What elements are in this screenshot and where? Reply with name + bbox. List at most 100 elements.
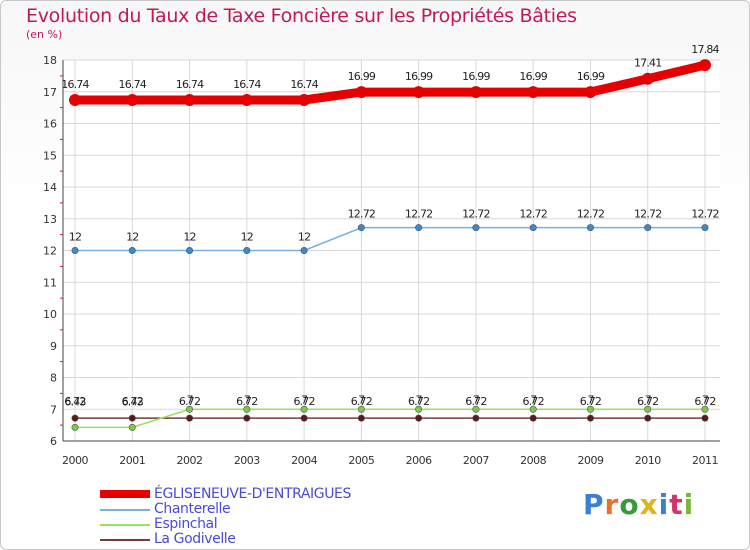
y-tick-label: 7 — [50, 403, 57, 416]
data-label: 17.41 — [634, 57, 662, 70]
legend-item: La Godivelle — [100, 531, 420, 547]
data-label: 7 — [301, 393, 308, 406]
data-label: 16.99 — [462, 70, 490, 83]
data-point — [699, 59, 711, 72]
x-tick-label: 2010 — [635, 454, 661, 467]
data-label: 16.74 — [119, 78, 147, 91]
legend: ÉGLISENEUVE-D'ENTRAIGUES Chanterelle Espin… — [100, 486, 420, 547]
data-label: 16.99 — [577, 70, 605, 83]
y-tick-label: 14 — [43, 181, 57, 194]
data-point — [300, 414, 308, 422]
data-label: 12.72 — [348, 208, 376, 221]
chart-title: Evolution du Taux de Taxe Foncière sur l… — [26, 5, 577, 27]
y-tick-label: 10 — [43, 308, 57, 321]
data-label: 7 — [587, 393, 594, 406]
data-point — [186, 414, 194, 422]
x-tick-label: 2007 — [463, 454, 489, 467]
data-label: 12 — [298, 231, 310, 244]
x-tick-label: 2008 — [520, 454, 546, 467]
data-label: 7 — [530, 393, 537, 406]
data-point — [529, 224, 537, 232]
legend-swatch — [100, 524, 150, 526]
data-point — [71, 247, 79, 255]
data-point — [300, 247, 308, 255]
x-tick-label: 2009 — [577, 454, 603, 467]
data-label: 12.72 — [577, 208, 605, 221]
data-point — [412, 86, 425, 99]
data-label: 6.43 — [64, 395, 86, 408]
data-label: 16.74 — [290, 78, 318, 91]
data-point — [586, 224, 594, 232]
data-label: 12.72 — [519, 208, 547, 221]
data-label: 7 — [473, 393, 480, 406]
logo-letter: i — [658, 488, 670, 521]
data-point — [300, 405, 308, 413]
data-label: 7 — [358, 393, 365, 406]
data-label: 6.72 — [64, 395, 85, 408]
data-label: 6.72 — [580, 395, 601, 408]
y-tick-label: 17 — [43, 86, 57, 99]
data-label: 16.99 — [348, 70, 376, 83]
data-point — [128, 423, 136, 431]
legend-item: Espinchal — [100, 516, 420, 532]
data-point — [415, 405, 423, 413]
data-point — [415, 414, 423, 422]
data-point — [527, 86, 540, 99]
legend-label: La Godivelle — [154, 531, 236, 547]
y-axis-unit: (en %) — [26, 28, 63, 41]
data-point — [126, 94, 139, 107]
data-point — [641, 72, 654, 85]
data-label: 6.72 — [523, 395, 544, 408]
data-label: 16.74 — [176, 78, 204, 91]
legend-swatch — [100, 509, 150, 511]
series-line--gliseneuve-d-entraigues — [70, 60, 710, 105]
data-label: 16.74 — [61, 78, 89, 91]
data-point — [529, 405, 537, 413]
logo-letter: o — [619, 488, 640, 521]
data-point — [186, 405, 194, 413]
data-label: 7 — [702, 393, 709, 406]
data-point — [586, 405, 594, 413]
data-point — [357, 414, 365, 422]
logo-letter: x — [639, 488, 659, 521]
data-point — [584, 86, 597, 99]
data-point — [243, 247, 251, 255]
y-tick-label: 12 — [43, 245, 57, 258]
y-tick-label: 8 — [50, 372, 57, 385]
data-label: 12.72 — [462, 208, 490, 221]
data-label: 16.74 — [233, 78, 261, 91]
data-point — [128, 414, 136, 422]
data-label: 6.72 — [637, 395, 658, 408]
data-label: 12 — [69, 231, 81, 244]
data-point — [240, 94, 253, 107]
data-label: 6.72 — [236, 395, 257, 408]
data-point — [644, 224, 652, 232]
series-line-chanterelle — [74, 226, 706, 252]
x-tick-label: 2006 — [406, 454, 432, 467]
y-tick-label: 6 — [50, 435, 57, 448]
data-point — [243, 405, 251, 413]
data-point — [298, 94, 311, 107]
data-label: 6.72 — [694, 395, 715, 408]
data-point — [357, 224, 365, 232]
data-label: 16.99 — [519, 70, 547, 83]
data-point — [415, 224, 423, 232]
proxiti-logo: Proxiti — [583, 488, 694, 521]
legend-label: Chanterelle — [154, 501, 231, 517]
y-tick-label: 16 — [43, 118, 57, 131]
logo-letter: t — [669, 488, 684, 521]
legend-label: ÉGLISENEUVE-D'ENTRAIGUES — [154, 486, 351, 502]
data-point — [644, 405, 652, 413]
data-point — [472, 405, 480, 413]
data-label: 6.43 — [122, 395, 144, 408]
legend-swatch — [100, 490, 150, 498]
data-label: 12 — [241, 231, 253, 244]
data-point — [701, 224, 709, 232]
data-label: 6.72 — [351, 395, 372, 408]
data-label: 17.84 — [691, 43, 719, 56]
x-tick-label: 2002 — [177, 454, 203, 467]
data-point — [186, 247, 194, 255]
data-point — [472, 224, 480, 232]
data-point — [644, 414, 652, 422]
